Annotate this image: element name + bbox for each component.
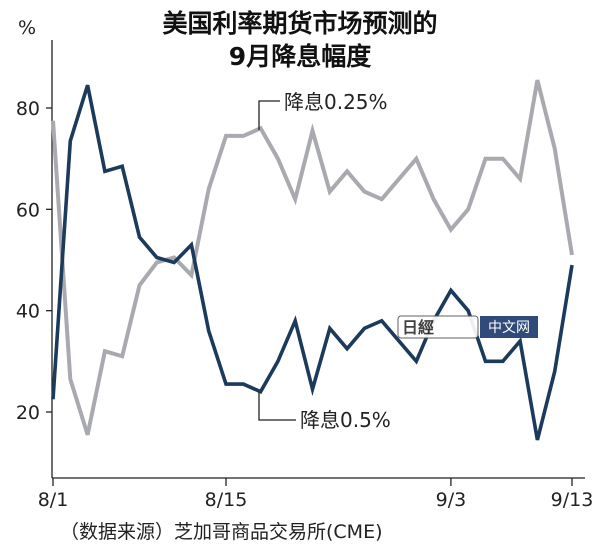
series-label-05: 降息0.5% [300, 408, 391, 432]
y-tick-label: 20 [16, 402, 40, 424]
y-ticks: 20 40 60 80 [16, 98, 52, 424]
y-tick-label: 40 [16, 301, 40, 323]
leader-line-05 [258, 392, 296, 421]
x-tick-label: 9/13 [551, 489, 594, 511]
chart-header: 美国利率期货市场预测的 9月降息幅度 % [18, 9, 438, 71]
axes [51, 40, 585, 479]
watermark-text: 中文网 [488, 320, 530, 336]
series-label-group-025: 降息0.25% [258, 90, 388, 130]
x-ticks: 8/1 8/15 9/3 9/13 [38, 478, 594, 511]
y-axis-unit: % [18, 17, 36, 39]
watermark-badge [480, 316, 538, 338]
watermark-logo-mark [397, 315, 479, 339]
chart-subtitle: 9月降息幅度 [229, 42, 371, 71]
watermark: 日經 中文网 [397, 315, 538, 339]
series-label-group-05: 降息0.5% [258, 392, 391, 432]
series-line-rate-cut-05 [51, 84, 574, 441]
watermark-logo-glyph: 日經 [402, 318, 434, 337]
source-note: （数据来源）芝加哥商品交易所(CME) [60, 521, 383, 543]
leader-line-025 [258, 100, 280, 130]
series-line-rate-cut-025 [51, 79, 574, 436]
x-tick-label: 8/15 [205, 489, 248, 511]
x-tick-label: 9/3 [436, 489, 467, 511]
series-label-025: 降息0.25% [284, 90, 388, 114]
chart-title: 美国利率期货市场预测的 [162, 9, 437, 38]
y-tick-label: 80 [16, 98, 40, 120]
y-tick-label: 60 [16, 199, 40, 221]
x-tick-label: 8/1 [38, 489, 69, 511]
series-layer [51, 79, 574, 441]
